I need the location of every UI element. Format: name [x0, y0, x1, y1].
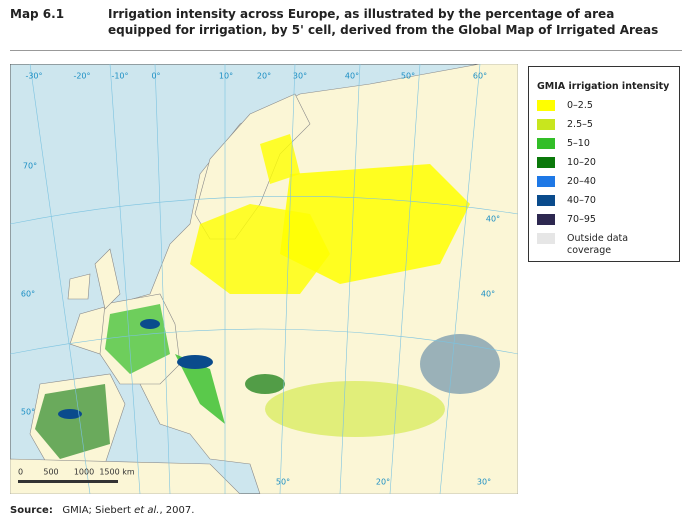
- graticule-label: 70°: [23, 162, 37, 171]
- legend-item: 2.5–5: [537, 119, 679, 134]
- graticule-label: -10°: [111, 72, 128, 81]
- legend-label: 70–95: [567, 214, 596, 225]
- graticule-label: 60°: [473, 72, 487, 81]
- graticule-label: 40°: [486, 215, 500, 224]
- graticule-label: 50°: [276, 478, 290, 487]
- scale-bar-rect: [18, 480, 118, 483]
- map-title: Irrigation intensity across Europe, as i…: [108, 7, 659, 37]
- legend-swatch: [537, 119, 555, 130]
- scale-bar: [18, 480, 118, 483]
- legend-swatch: [537, 157, 555, 168]
- legend-label: 0–2.5: [567, 100, 593, 111]
- legend-label: 5–10: [567, 138, 590, 149]
- legend-swatch: [537, 176, 555, 187]
- legend-item: 5–10: [537, 138, 679, 153]
- title-rule: [10, 50, 682, 51]
- legend-swatch: [537, 214, 555, 225]
- irrigation-patch: [35, 384, 110, 459]
- legend-swatch: [537, 195, 555, 206]
- legend-item: 70–95: [537, 214, 679, 229]
- legend-items: 0–2.5 2.5–5 5–10 10–20 20–40 40–70 70–95 Outsid…: [529, 100, 679, 256]
- graticule-label: -30°: [25, 72, 42, 81]
- legend-swatch: [537, 100, 555, 111]
- irrigation-patch: [420, 334, 500, 394]
- irrigation-patch: [265, 381, 445, 437]
- graticule-label: -20°: [73, 72, 90, 81]
- irrigation-patch: [177, 355, 213, 369]
- legend-label: 40–70: [567, 195, 596, 206]
- irrigation-patch: [245, 374, 285, 394]
- graticule-lines: [10, 64, 518, 494]
- legend-label: 10–20: [567, 157, 596, 168]
- legend-label: Outside data coverage: [567, 233, 629, 256]
- source-text: , 2007.: [159, 505, 195, 516]
- graticule-label: 40°: [481, 290, 495, 299]
- graticule: [10, 64, 518, 494]
- map: -30° -20° -10° 0° 10° 20° 30° 40° 50° 60° 70° 60° 50…: [10, 64, 518, 494]
- graticule-label: 30°: [293, 72, 307, 81]
- legend-title: GMIA irrigation intensity: [537, 81, 670, 92]
- legend-label: 2.5–5: [567, 119, 593, 130]
- legend-item: Outside data coverage: [537, 233, 679, 256]
- legend-item: 0–2.5: [537, 100, 679, 115]
- legend-label: 20–40: [567, 176, 596, 187]
- source-text: GMIA; Siebert: [62, 505, 135, 516]
- irrigation-patch: [58, 409, 82, 419]
- graticule-label: 50°: [21, 408, 35, 417]
- source: Source: GMIA; Siebert et al., 2007.: [10, 505, 194, 516]
- legend-swatch: [537, 233, 555, 244]
- graticule-label: 20°: [376, 478, 390, 487]
- map-number: Map 6.1: [10, 7, 65, 21]
- legend-swatch: [537, 138, 555, 149]
- source-label: Source:: [10, 505, 53, 516]
- legend-item: 40–70: [537, 195, 679, 210]
- scale-label: 0: [18, 468, 23, 477]
- legend: GMIA irrigation intensity 0–2.5 2.5–5 5–10…: [528, 66, 680, 262]
- irrigation-patch: [140, 319, 160, 329]
- british-isles: [67, 248, 121, 310]
- graticule-label: 20°: [257, 72, 271, 81]
- legend-item: 20–40: [537, 176, 679, 191]
- graticule-label: 30°: [477, 478, 491, 487]
- irrigation-patch: [260, 134, 300, 184]
- north-africa: [10, 458, 241, 494]
- scale-label: 500: [43, 468, 58, 477]
- graticule-label: 60°: [21, 290, 35, 299]
- graticule-label: 50°: [401, 72, 415, 81]
- scale-label: 1500 km: [99, 468, 135, 477]
- graticule-label: 0°: [151, 72, 160, 81]
- source-text: et al.: [134, 505, 160, 516]
- graticule-label: 10°: [219, 72, 233, 81]
- scale-label: 1000: [74, 468, 94, 477]
- legend-item: 10–20: [537, 157, 679, 172]
- graticule-label: 40°: [345, 72, 359, 81]
- irrigation-patch: [175, 354, 225, 424]
